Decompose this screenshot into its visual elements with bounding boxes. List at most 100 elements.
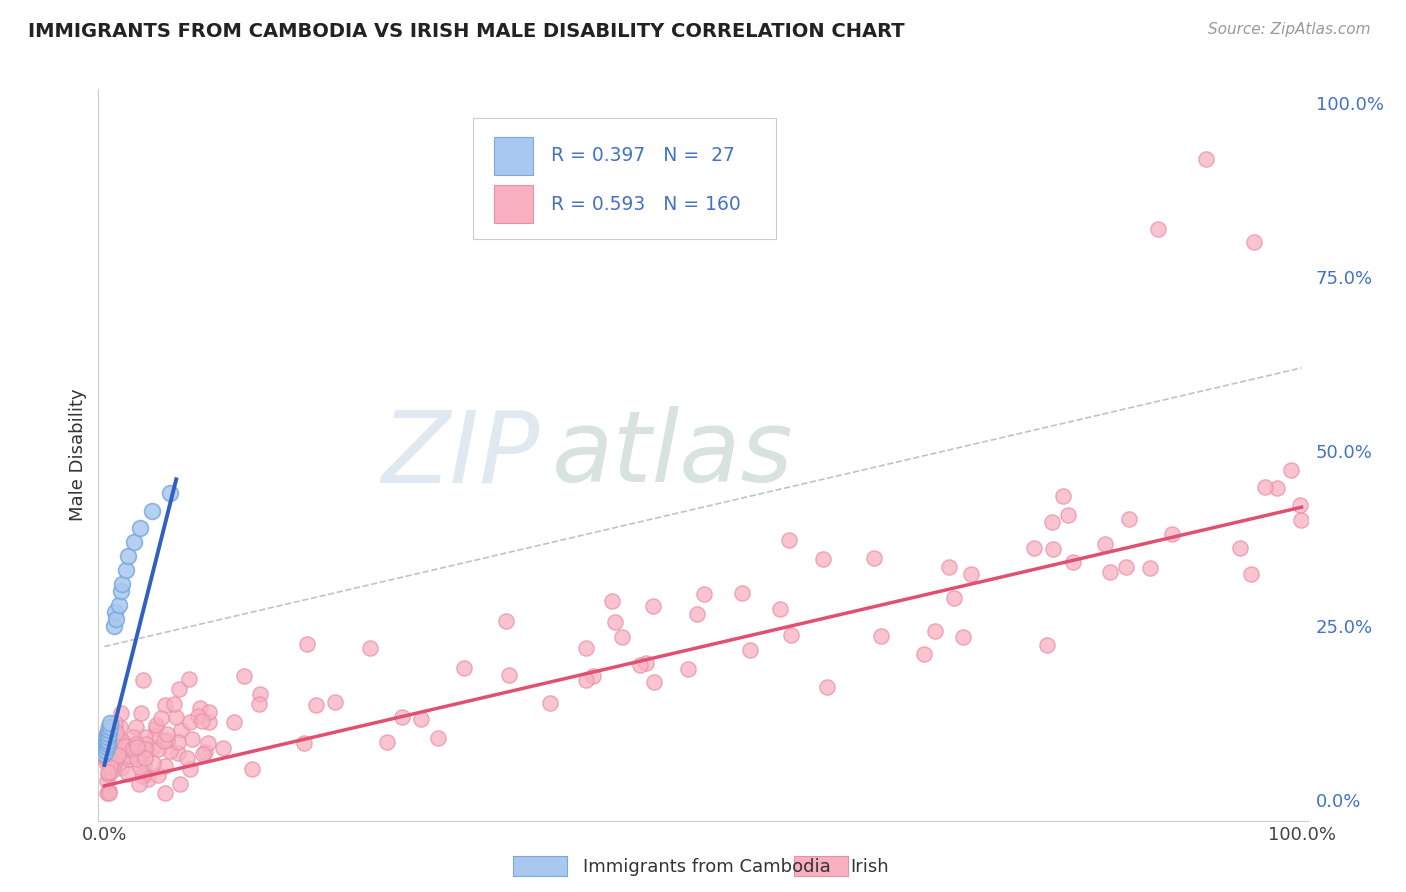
Point <box>813 552 835 566</box>
Point <box>148 742 170 756</box>
Point <box>125 737 148 751</box>
Point <box>104 755 127 769</box>
Point <box>96 728 118 742</box>
Point <box>676 662 699 676</box>
Point <box>100 716 122 731</box>
Point <box>136 772 159 786</box>
Point <box>129 521 152 535</box>
Point <box>240 762 263 776</box>
Point <box>232 669 254 683</box>
Point <box>100 720 122 734</box>
Point <box>453 661 475 675</box>
Point <box>323 695 346 709</box>
Point <box>600 594 623 608</box>
Point <box>97 733 120 747</box>
Point <box>96 740 118 755</box>
Text: Immigrants from Cambodia: Immigrants from Cambodia <box>583 858 831 876</box>
Point <box>141 503 163 517</box>
Point <box>97 784 120 798</box>
Point <box>1040 515 1063 529</box>
Point <box>148 768 170 782</box>
Point <box>110 720 132 734</box>
Point <box>863 551 886 566</box>
Point <box>952 630 974 644</box>
Point <box>815 680 838 694</box>
Point <box>179 715 201 730</box>
Point <box>1291 513 1313 527</box>
Point <box>641 599 664 614</box>
Point <box>194 745 217 759</box>
Point <box>1147 221 1170 235</box>
Point <box>110 761 132 775</box>
Text: R = 0.593   N = 160: R = 0.593 N = 160 <box>551 194 741 213</box>
Point <box>143 729 166 743</box>
Point <box>100 764 122 779</box>
Point <box>305 698 328 713</box>
Point <box>170 723 193 737</box>
Point <box>495 614 517 628</box>
Point <box>610 630 633 644</box>
Point <box>117 549 139 563</box>
Point <box>117 766 139 780</box>
Point <box>943 591 966 606</box>
Point <box>107 598 129 612</box>
Point <box>97 765 120 780</box>
Point <box>359 641 381 656</box>
Point <box>738 643 761 657</box>
Point <box>121 731 143 745</box>
Point <box>409 712 432 726</box>
Bar <box>494 185 533 223</box>
Point <box>686 607 709 622</box>
Point <box>188 701 211 715</box>
Point <box>93 740 115 755</box>
Text: ZIP: ZIP <box>381 407 540 503</box>
Point <box>128 760 150 774</box>
Point <box>96 730 118 744</box>
Point <box>97 724 120 739</box>
Point <box>131 769 153 783</box>
Point <box>105 729 128 743</box>
Point <box>603 615 626 630</box>
Point <box>156 727 179 741</box>
Point <box>134 750 156 764</box>
Point <box>177 672 200 686</box>
Point <box>93 747 115 762</box>
Point <box>101 735 124 749</box>
Point <box>142 739 165 754</box>
Point <box>778 533 800 547</box>
Point <box>134 730 156 744</box>
Point <box>129 706 152 721</box>
Point <box>96 786 118 800</box>
Point <box>1052 489 1074 503</box>
Point <box>134 741 156 756</box>
Point <box>134 768 156 782</box>
Point <box>127 740 149 755</box>
Point <box>581 669 603 683</box>
Point <box>769 601 792 615</box>
Point <box>153 734 176 748</box>
Point <box>111 734 134 748</box>
Point <box>924 624 946 638</box>
Point <box>180 732 202 747</box>
Point <box>145 718 167 732</box>
Point <box>1195 152 1218 166</box>
Point <box>114 739 136 754</box>
Point <box>135 742 157 756</box>
Point <box>1062 555 1084 569</box>
Point <box>104 715 127 730</box>
Point <box>153 758 176 772</box>
Point <box>149 711 172 725</box>
Point <box>960 566 983 581</box>
Point <box>538 696 561 710</box>
Point <box>96 728 118 742</box>
Point <box>375 735 398 749</box>
Point <box>1118 511 1140 525</box>
Point <box>94 744 117 758</box>
Point <box>1057 508 1080 522</box>
Point <box>191 747 214 761</box>
Point <box>198 714 221 729</box>
Point <box>198 705 221 719</box>
Point <box>153 698 176 712</box>
Point <box>498 668 520 682</box>
Point <box>167 681 190 696</box>
